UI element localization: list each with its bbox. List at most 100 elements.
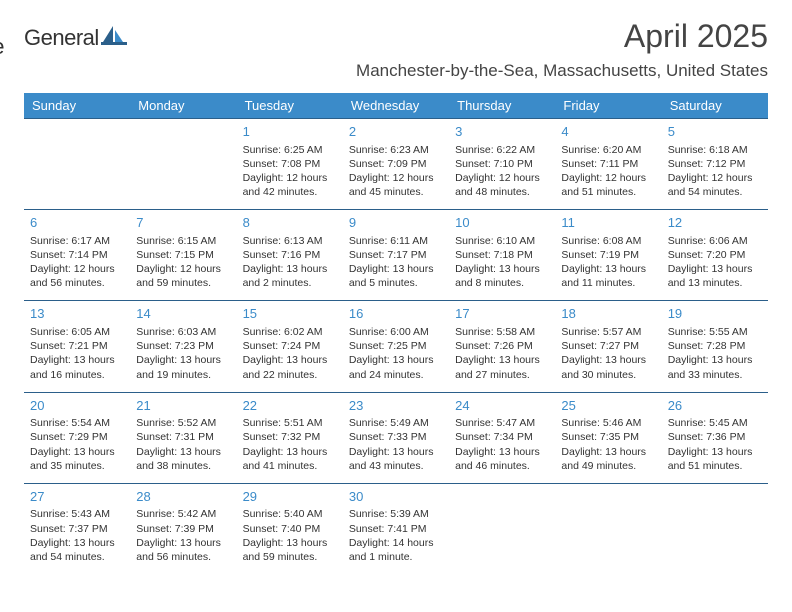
day-number: 22 [243,397,337,415]
daylight-line-1: Daylight: 13 hours [30,445,124,459]
calendar-cell: 12Sunrise: 6:06 AMSunset: 7:20 PMDayligh… [662,210,768,301]
calendar-cell: 1Sunrise: 6:25 AMSunset: 7:08 PMDaylight… [237,119,343,210]
sunset-line: Sunset: 7:20 PM [668,248,762,262]
header: General Blue April 2025 Manchester-by-th… [24,18,768,89]
daylight-line-2: and 13 minutes. [668,276,762,290]
sunset-line: Sunset: 7:25 PM [349,339,443,353]
day-header: Wednesday [343,93,449,119]
sunrise-line: Sunrise: 5:58 AM [455,325,549,339]
daylight-line-1: Daylight: 13 hours [455,262,549,276]
daylight-line-1: Daylight: 13 hours [561,353,655,367]
daylight-line-1: Daylight: 13 hours [243,262,337,276]
sunrise-line: Sunrise: 6:02 AM [243,325,337,339]
day-number: 1 [243,123,337,141]
daylight-line-1: Daylight: 13 hours [455,353,549,367]
sunrise-line: Sunrise: 6:10 AM [455,234,549,248]
sunrise-line: Sunrise: 5:46 AM [561,416,655,430]
daylight-line-1: Daylight: 12 hours [349,171,443,185]
calendar-row: 27Sunrise: 5:43 AMSunset: 7:37 PMDayligh… [24,483,768,574]
day-number: 27 [30,488,124,506]
day-number: 6 [30,214,124,232]
calendar-cell: 22Sunrise: 5:51 AMSunset: 7:32 PMDayligh… [237,392,343,483]
sunset-line: Sunset: 7:40 PM [243,522,337,536]
sunrise-line: Sunrise: 6:20 AM [561,143,655,157]
logo-part2: Blue [0,34,4,59]
sunrise-line: Sunrise: 5:49 AM [349,416,443,430]
daylight-line-1: Daylight: 13 hours [349,353,443,367]
daylight-line-1: Daylight: 13 hours [561,445,655,459]
daylight-line-1: Daylight: 13 hours [349,445,443,459]
sunrise-line: Sunrise: 5:51 AM [243,416,337,430]
daylight-line-2: and 11 minutes. [561,276,655,290]
day-number: 13 [30,305,124,323]
day-number: 8 [243,214,337,232]
daylight-line-2: and 38 minutes. [136,459,230,473]
calendar-cell: 4Sunrise: 6:20 AMSunset: 7:11 PMDaylight… [555,119,661,210]
daylight-line-2: and 49 minutes. [561,459,655,473]
calendar-cell: 20Sunrise: 5:54 AMSunset: 7:29 PMDayligh… [24,392,130,483]
sunset-line: Sunset: 7:31 PM [136,430,230,444]
calendar-cell: 30Sunrise: 5:39 AMSunset: 7:41 PMDayligh… [343,483,449,574]
daylight-line-2: and 46 minutes. [455,459,549,473]
sunrise-line: Sunrise: 5:52 AM [136,416,230,430]
daylight-line-2: and 51 minutes. [561,185,655,199]
daylight-line-1: Daylight: 13 hours [349,262,443,276]
day-number: 21 [136,397,230,415]
sunset-line: Sunset: 7:41 PM [349,522,443,536]
daylight-line-1: Daylight: 13 hours [243,353,337,367]
sunset-line: Sunset: 7:28 PM [668,339,762,353]
calendar-cell [130,119,236,210]
sunset-line: Sunset: 7:17 PM [349,248,443,262]
daylight-line-2: and 30 minutes. [561,368,655,382]
calendar-cell [555,483,661,574]
calendar-cell: 2Sunrise: 6:23 AMSunset: 7:09 PMDaylight… [343,119,449,210]
day-number: 23 [349,397,443,415]
sunrise-line: Sunrise: 5:45 AM [668,416,762,430]
day-number: 17 [455,305,549,323]
calendar-cell: 25Sunrise: 5:46 AMSunset: 7:35 PMDayligh… [555,392,661,483]
day-header: Saturday [662,93,768,119]
sunrise-line: Sunrise: 6:18 AM [668,143,762,157]
sunset-line: Sunset: 7:24 PM [243,339,337,353]
title-block: April 2025 Manchester-by-the-Sea, Massac… [356,18,768,89]
daylight-line-1: Daylight: 12 hours [30,262,124,276]
daylight-line-2: and 22 minutes. [243,368,337,382]
day-number: 5 [668,123,762,141]
daylight-line-1: Daylight: 12 hours [136,262,230,276]
sunset-line: Sunset: 7:27 PM [561,339,655,353]
daylight-line-2: and 33 minutes. [668,368,762,382]
calendar-cell: 3Sunrise: 6:22 AMSunset: 7:10 PMDaylight… [449,119,555,210]
day-header: Thursday [449,93,555,119]
calendar-cell: 10Sunrise: 6:10 AMSunset: 7:18 PMDayligh… [449,210,555,301]
day-number: 18 [561,305,655,323]
sunset-line: Sunset: 7:16 PM [243,248,337,262]
daylight-line-2: and 51 minutes. [668,459,762,473]
daylight-line-2: and 48 minutes. [455,185,549,199]
daylight-line-1: Daylight: 12 hours [243,171,337,185]
day-number: 9 [349,214,443,232]
calendar-cell [24,119,130,210]
sunrise-line: Sunrise: 5:40 AM [243,507,337,521]
calendar-head: SundayMondayTuesdayWednesdayThursdayFrid… [24,93,768,119]
calendar-body: 1Sunrise: 6:25 AMSunset: 7:08 PMDaylight… [24,119,768,575]
sunrise-line: Sunrise: 6:22 AM [455,143,549,157]
daylight-line-2: and 27 minutes. [455,368,549,382]
sunset-line: Sunset: 7:35 PM [561,430,655,444]
daylight-line-2: and 56 minutes. [136,550,230,564]
daylight-line-2: and 19 minutes. [136,368,230,382]
calendar-cell: 23Sunrise: 5:49 AMSunset: 7:33 PMDayligh… [343,392,449,483]
sunset-line: Sunset: 7:26 PM [455,339,549,353]
daylight-line-1: Daylight: 12 hours [668,171,762,185]
calendar-cell: 21Sunrise: 5:52 AMSunset: 7:31 PMDayligh… [130,392,236,483]
sunrise-line: Sunrise: 6:00 AM [349,325,443,339]
sunrise-line: Sunrise: 6:06 AM [668,234,762,248]
daylight-line-1: Daylight: 13 hours [561,262,655,276]
daylight-line-2: and 41 minutes. [243,459,337,473]
daylight-line-1: Daylight: 13 hours [455,445,549,459]
calendar-cell [662,483,768,574]
sunset-line: Sunset: 7:09 PM [349,157,443,171]
day-number: 4 [561,123,655,141]
sail-icon [101,24,127,51]
sunrise-line: Sunrise: 6:23 AM [349,143,443,157]
sunrise-line: Sunrise: 6:17 AM [30,234,124,248]
